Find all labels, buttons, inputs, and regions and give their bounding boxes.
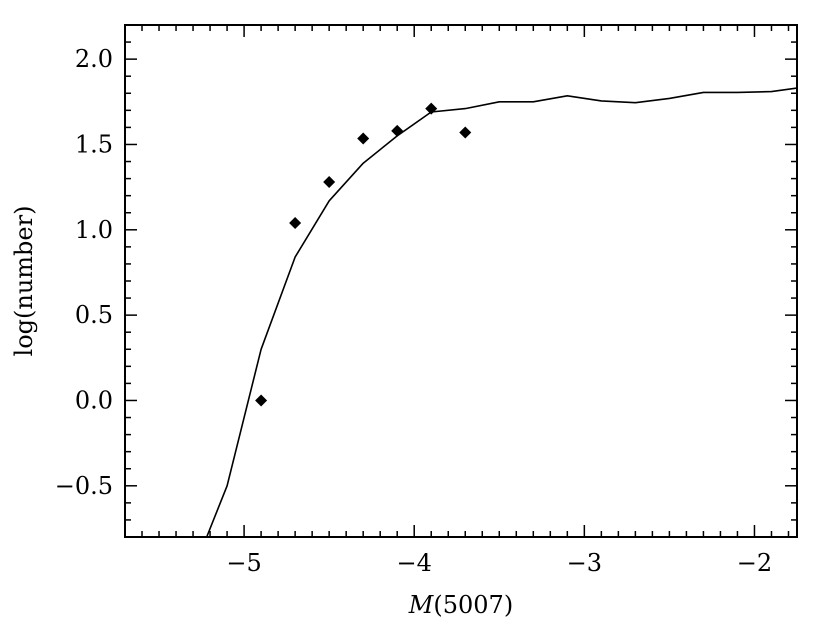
- data-point-diamond: [459, 126, 472, 139]
- x-tick-label: −2: [737, 549, 772, 577]
- series-layer: [205, 87, 797, 537]
- y-tick-label: 0.5: [75, 301, 113, 329]
- y-tick-label: 0.0: [75, 386, 113, 414]
- y-tick-label: 2.0: [75, 45, 113, 73]
- y-tick-label: 1.0: [75, 216, 113, 244]
- data-point-diamond: [425, 102, 438, 115]
- x-tick-label: −4: [397, 549, 432, 577]
- model-curve-line: [205, 87, 797, 537]
- axis-ticks: [124, 24, 797, 538]
- data-point-diamond: [323, 176, 336, 189]
- x-tick-label: −5: [226, 549, 261, 577]
- data-point-diamond: [391, 124, 404, 137]
- x-tick-label: −3: [567, 549, 602, 577]
- plot-frame: [124, 24, 798, 538]
- y-tick-label: −0.5: [55, 472, 113, 500]
- y-tick-label: 1.5: [75, 130, 113, 158]
- y-axis-label: log(number): [10, 206, 38, 357]
- data-point-diamond: [289, 216, 302, 229]
- data-point-diamond: [357, 132, 370, 145]
- x-axis-label: M(5007): [408, 591, 513, 619]
- data-point-diamond: [255, 394, 268, 407]
- tick-labels: −5 −4 −3 −2 −0.5 0.0 0.5 1.0 1.5 2.0: [55, 45, 772, 577]
